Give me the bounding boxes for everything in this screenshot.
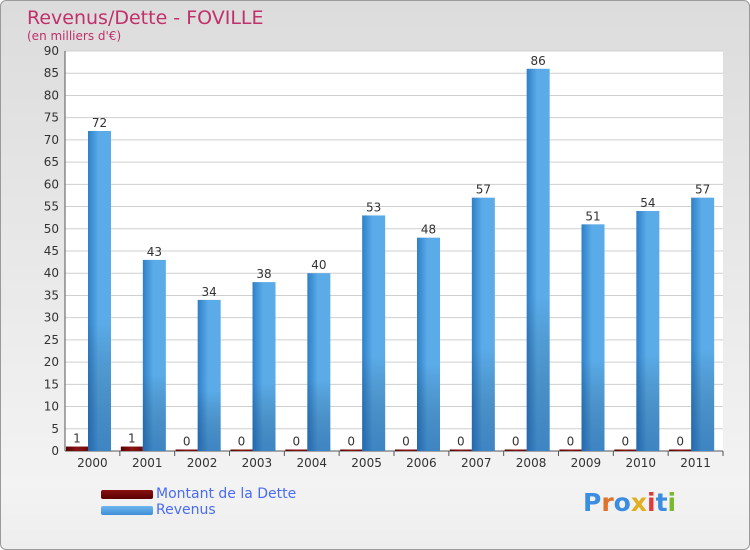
- y-tick-label: 75: [44, 111, 59, 125]
- data-label-revenus: 86: [531, 54, 546, 68]
- data-label-revenus: 72: [92, 116, 107, 130]
- data-label-revenus: 38: [256, 267, 271, 281]
- data-label-revenus: 34: [202, 285, 217, 299]
- bar-debt: [66, 446, 88, 451]
- logo-letter: x: [630, 488, 647, 517]
- data-label-revenus: 40: [311, 258, 326, 272]
- bar-debt: [449, 449, 472, 451]
- data-label-debt: 1: [128, 432, 136, 446]
- y-tick-label: 40: [44, 266, 59, 280]
- x-tick-label: 2005: [351, 456, 382, 470]
- y-tick-label: 30: [44, 311, 59, 325]
- data-label-debt: 0: [238, 435, 246, 449]
- chart-title: Revenus/Dette - FOVILLE: [27, 7, 264, 29]
- logo-letter: i: [647, 488, 656, 517]
- x-tick-label: 2004: [296, 456, 327, 470]
- bar-revenus-shade: [581, 224, 605, 451]
- bar-revenus-shade: [362, 215, 386, 451]
- bar-revenus-shade: [88, 131, 111, 451]
- y-tick-label: 85: [44, 66, 59, 80]
- bar-debt: [120, 446, 143, 451]
- data-label-revenus: 57: [476, 183, 491, 197]
- y-tick-label: 55: [44, 200, 59, 214]
- y-tick-label: 50: [44, 222, 59, 236]
- x-tick-label: 2002: [187, 456, 218, 470]
- x-tick-label: 2006: [406, 456, 437, 470]
- y-tick-label: 0: [51, 444, 59, 458]
- x-tick-label: 2008: [516, 456, 547, 470]
- y-tick-label: 10: [44, 400, 59, 414]
- legend-label-debt: Montant de la Dette: [156, 486, 297, 502]
- y-tick-label: 65: [44, 155, 59, 169]
- bar-debt: [504, 449, 527, 451]
- y-tick-label: 90: [44, 44, 59, 58]
- y-tick-label: 5: [51, 422, 59, 436]
- y-tick-label: 25: [44, 333, 59, 347]
- data-label-debt: 0: [457, 435, 465, 449]
- logo-letter: P: [583, 488, 602, 517]
- data-label-debt: 0: [402, 435, 410, 449]
- bar-debt: [175, 449, 198, 451]
- legend-label-revenus: Revenus: [156, 502, 216, 518]
- data-label-debt: 1: [73, 432, 81, 446]
- bar-revenus-shade: [417, 237, 440, 451]
- data-label-debt: 0: [512, 435, 520, 449]
- x-tick-label: 2010: [625, 456, 656, 470]
- data-label-debt: 0: [567, 435, 575, 449]
- bar-debt: [230, 449, 253, 451]
- data-label-debt: 0: [183, 435, 191, 449]
- y-tick-label: 80: [44, 88, 59, 102]
- data-label-revenus: 53: [366, 200, 381, 214]
- data-label-debt: 0: [622, 435, 630, 449]
- x-tick-label: 2007: [461, 456, 492, 470]
- bar-debt: [395, 449, 417, 451]
- y-tick-label: 35: [44, 288, 59, 302]
- x-tick-label: 2009: [571, 456, 602, 470]
- logo-letter: i: [667, 488, 677, 517]
- bar-revenus-shade: [691, 197, 715, 451]
- logo-letter: o: [613, 488, 631, 517]
- data-label-debt: 0: [676, 435, 684, 449]
- x-tick-label: 2000: [77, 456, 108, 470]
- data-label-debt: 0: [347, 435, 355, 449]
- y-tick-label: 45: [44, 244, 59, 258]
- bar-revenus-shade: [252, 282, 276, 451]
- data-label-debt: 0: [293, 435, 301, 449]
- labels: 0510152025303540455055606570758085902000…: [44, 44, 711, 470]
- data-label-revenus: 43: [147, 245, 162, 259]
- data-label-revenus: 48: [421, 223, 436, 237]
- x-tick-label: 2011: [680, 456, 711, 470]
- proxiti-logo: Proxiti: [583, 488, 676, 517]
- data-label-revenus: 51: [585, 209, 600, 223]
- bar-revenus-shade: [471, 197, 495, 451]
- bar-revenus-shade: [526, 68, 550, 452]
- bar-debt: [340, 449, 363, 451]
- x-tick-label: 2001: [132, 456, 163, 470]
- grid: [64, 50, 724, 456]
- bar-revenus-shade: [636, 211, 660, 451]
- bar-revenus-shade: [197, 299, 221, 451]
- y-tick-label: 20: [44, 355, 59, 369]
- logo-letter: r: [601, 488, 614, 517]
- x-tick-label: 2003: [242, 456, 273, 470]
- logo-letter: t: [655, 488, 668, 517]
- y-tick-label: 60: [44, 177, 59, 191]
- bar-revenus-shade: [142, 259, 166, 451]
- data-label-revenus: 54: [640, 196, 655, 210]
- bars: [66, 68, 715, 452]
- chart-subtitle: (en milliers d'€): [27, 29, 122, 43]
- bar-debt: [559, 449, 582, 451]
- bar-debt: [614, 449, 637, 451]
- y-tick-label: 70: [44, 133, 59, 147]
- bar-revenus-shade: [307, 273, 331, 451]
- legend-swatch-revenus: [101, 506, 153, 515]
- data-label-revenus: 57: [695, 183, 710, 197]
- bar-debt: [285, 449, 308, 451]
- bar-debt: [669, 449, 692, 451]
- y-tick-label: 15: [44, 377, 59, 391]
- legend-swatch-debt: [101, 490, 153, 499]
